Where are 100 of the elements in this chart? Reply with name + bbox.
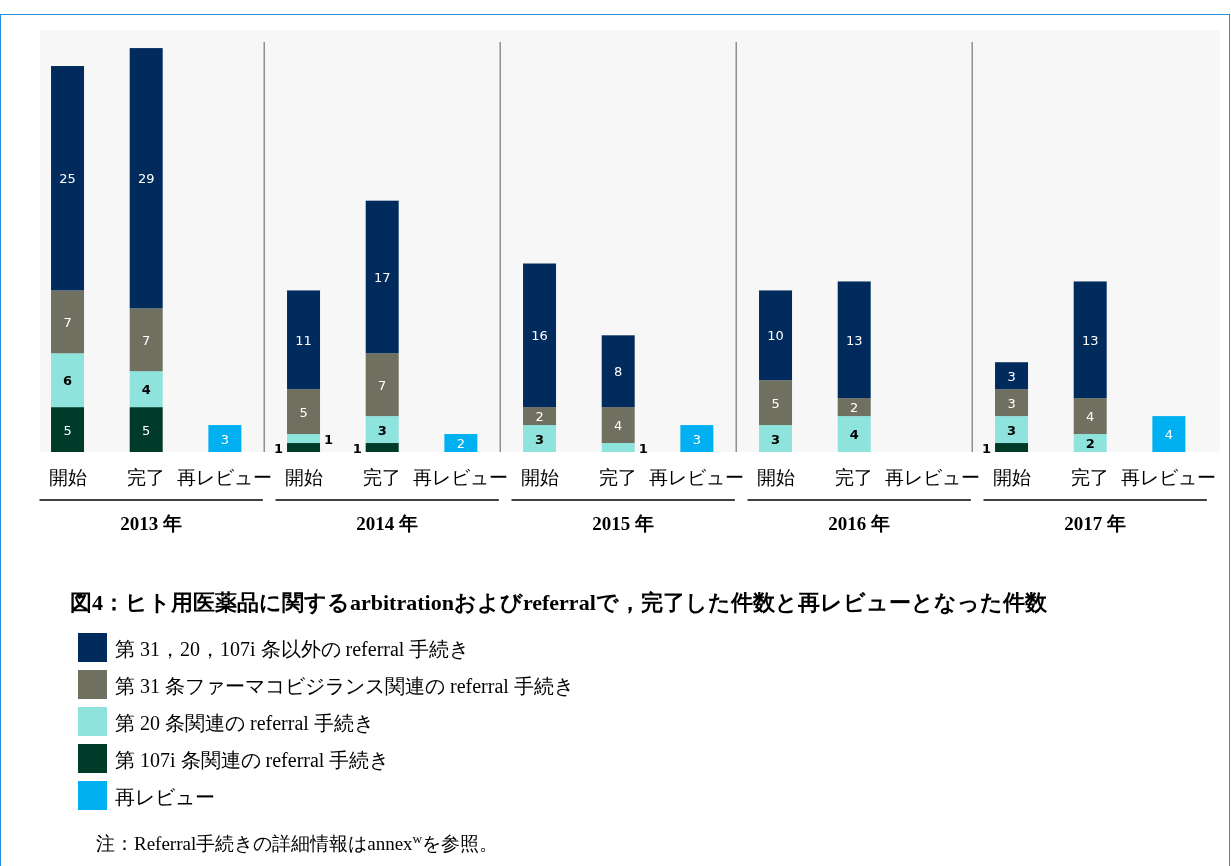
- legend-label: 再レビュー: [115, 786, 215, 808]
- data-label: 2: [456, 436, 466, 452]
- data-label: 3: [1007, 422, 1017, 438]
- data-label: 4: [849, 427, 859, 443]
- x-tick-label: 開始: [992, 467, 1031, 488]
- x-tick-label: 完了: [1071, 467, 1110, 488]
- bar: [995, 416, 1029, 444]
- bar: [51, 407, 85, 452]
- data-label: 4: [1164, 427, 1174, 443]
- bar: [365, 416, 399, 444]
- bar: [129, 407, 163, 452]
- data-label: 3: [692, 431, 702, 447]
- x-tick-label: 開始: [520, 467, 559, 488]
- bar: [129, 308, 163, 372]
- data-label: 1: [981, 440, 992, 456]
- data-label: 3: [377, 422, 387, 438]
- bar: [837, 398, 871, 417]
- bar: [680, 425, 714, 452]
- x-tick-label: 再レビュー: [177, 467, 273, 488]
- bar: [1152, 416, 1186, 452]
- data-label: 5: [142, 422, 151, 438]
- bar: [287, 434, 321, 444]
- data-label: 6: [63, 373, 73, 389]
- x-tick-label: 開始: [284, 467, 323, 488]
- data-label: 13: [845, 332, 863, 348]
- data-label: 1: [352, 440, 362, 456]
- data-label: 5: [771, 395, 780, 411]
- bar: [523, 425, 557, 452]
- bar: [365, 353, 399, 417]
- data-label: 3: [1007, 395, 1016, 411]
- bar: [995, 443, 1029, 452]
- x-tick-label: 再レビュー: [885, 467, 981, 488]
- bar: [365, 200, 399, 354]
- data-label: 2: [1085, 436, 1095, 452]
- data-label: 13: [1081, 332, 1099, 348]
- x-tick-label: 完了: [127, 467, 166, 488]
- bar: [51, 353, 85, 408]
- text: 2013 年: [120, 513, 183, 534]
- data-label: 2: [535, 409, 544, 425]
- data-label: 1: [273, 440, 284, 456]
- bar: [1073, 434, 1107, 452]
- data-label: 3: [220, 431, 230, 447]
- bar: [1073, 398, 1107, 435]
- legend-label: 第 31，20，107i 条以外の referral 手続き: [115, 638, 470, 660]
- bar: [601, 443, 635, 452]
- data-label: 8: [614, 364, 623, 380]
- legend-label: 第 107i 条関連の referral 手続き: [115, 749, 390, 771]
- text: 2015 年: [592, 513, 655, 534]
- text: 2016 年: [828, 513, 891, 534]
- bar: [759, 380, 793, 426]
- data-label: 1: [638, 440, 648, 456]
- bar: [129, 371, 163, 408]
- bar: [444, 434, 478, 452]
- data-label: 4: [1086, 409, 1095, 425]
- x-tick-label: 完了: [599, 467, 638, 488]
- data-label: 16: [531, 328, 548, 344]
- x-tick-label: 開始: [48, 467, 87, 488]
- bar: [837, 281, 871, 399]
- bar: [601, 335, 635, 408]
- x-tick-label: 再レビュー: [649, 467, 745, 488]
- bar: [287, 443, 321, 452]
- bar: [51, 290, 85, 354]
- data-label: 11: [295, 332, 312, 348]
- x-tick-label: 再レビュー: [413, 467, 509, 488]
- data-label: 25: [59, 171, 76, 187]
- bar: [365, 443, 399, 452]
- bar: [1073, 281, 1107, 399]
- bar: [995, 389, 1029, 417]
- data-label: 7: [63, 314, 72, 330]
- bar: [601, 407, 635, 444]
- text: 2017 年: [1064, 513, 1127, 534]
- data-label: 17: [373, 269, 391, 285]
- legend-label: 第 31 条ファーマコビジランス関連の referral 手続き: [115, 675, 574, 697]
- data-label: 29: [137, 171, 155, 187]
- data-label: 3: [771, 431, 781, 447]
- bar: [995, 362, 1029, 390]
- bar: [287, 389, 321, 435]
- data-label: 2: [850, 400, 859, 416]
- data-label: 7: [378, 377, 387, 393]
- bar: [208, 425, 242, 452]
- bar: [523, 407, 557, 426]
- bar: [759, 290, 793, 381]
- x-tick-label: 再レビュー: [1121, 467, 1217, 488]
- data-label: 4: [141, 382, 151, 398]
- x-tick-label: 完了: [363, 467, 402, 488]
- data-label: 7: [142, 332, 151, 348]
- x-tick-label: 完了: [835, 467, 874, 488]
- text: 2014 年: [356, 513, 419, 534]
- data-label: 1: [324, 431, 334, 447]
- data-label: 5: [63, 422, 72, 438]
- data-label: 3: [1007, 368, 1016, 384]
- data-label: 10: [767, 328, 784, 344]
- text: 注：Referral手続きの詳細情報はannex$^{w}$を参照。: [96, 830, 499, 854]
- bar: [523, 263, 557, 408]
- text: 図4：ヒト用医薬品に関するarbitrationおよびreferralで，完了した件数と再レビューとなった件数: [70, 590, 1048, 615]
- bar: [759, 425, 793, 452]
- x-tick-label: 開始: [756, 467, 795, 488]
- bar: [51, 66, 85, 291]
- data-label: 3: [535, 431, 545, 447]
- bar: [129, 48, 163, 309]
